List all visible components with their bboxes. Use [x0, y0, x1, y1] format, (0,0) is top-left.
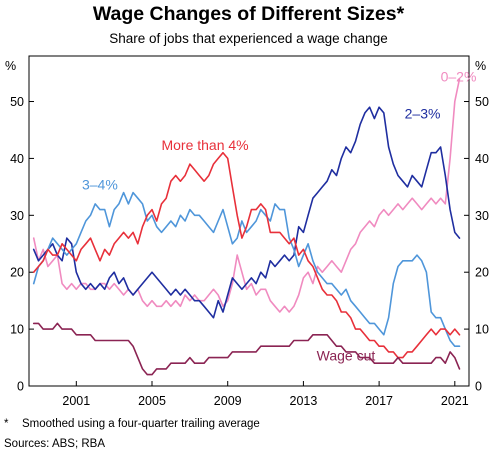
plot-frame — [28, 55, 470, 387]
series-line-3-4 — [32, 191, 461, 348]
chart-subtitle: Share of jobs that experienced a wage ch… — [109, 31, 388, 46]
series-line-wage-cut — [32, 322, 461, 376]
series-label-3-4: 3–4% — [82, 177, 118, 193]
y-tick-label-right: 20 — [475, 266, 489, 280]
series-label-2-3: 2–3% — [405, 106, 441, 122]
x-tick-label: 2001 — [62, 394, 90, 408]
y-tick-label-left: 30 — [10, 209, 24, 223]
series-line-more-than-4 — [32, 151, 461, 359]
footnote-text: Smoothed using a four-quarter trailing a… — [22, 418, 260, 430]
series-label-more-than-4: More than 4% — [161, 137, 248, 153]
chart-title: Wage Changes of Different Sizes* — [92, 3, 405, 25]
x-tick-label: 2013 — [290, 394, 318, 408]
y-tick-label-left: 40 — [10, 152, 24, 166]
y-tick-label-right: 50 — [475, 95, 489, 109]
y-tick-label-right: 0 — [475, 380, 482, 394]
footnote-sources: Sources: ABS; RBA — [4, 438, 105, 450]
y-tick-label-right: 10 — [475, 323, 489, 337]
series-line-2-3 — [32, 106, 461, 319]
y-tick-label-left: 0 — [17, 380, 24, 394]
y-unit-right: % — [475, 59, 486, 73]
series-label-0-2: 0–2% — [441, 69, 477, 85]
y-tick-label-left: 50 — [10, 95, 24, 109]
series-label-wage-cut: Wage cut — [317, 347, 376, 363]
footnote-marker: * — [4, 418, 9, 430]
y-tick-label-right: 40 — [475, 152, 489, 166]
footnote-smoothing: * Smoothed using a four-quarter trailing … — [4, 418, 260, 430]
y-tick-label-right: 30 — [475, 209, 489, 223]
x-tick-label: 2009 — [214, 394, 242, 408]
series-line-0-2 — [32, 78, 461, 313]
x-tick-label: 2005 — [138, 394, 166, 408]
y-unit-left: % — [5, 59, 16, 73]
y-tick-label-left: 10 — [10, 323, 24, 337]
x-tick-label: 2017 — [365, 394, 393, 408]
y-tick-label-left: 20 — [10, 266, 24, 280]
x-tick-label: 2021 — [441, 394, 469, 408]
